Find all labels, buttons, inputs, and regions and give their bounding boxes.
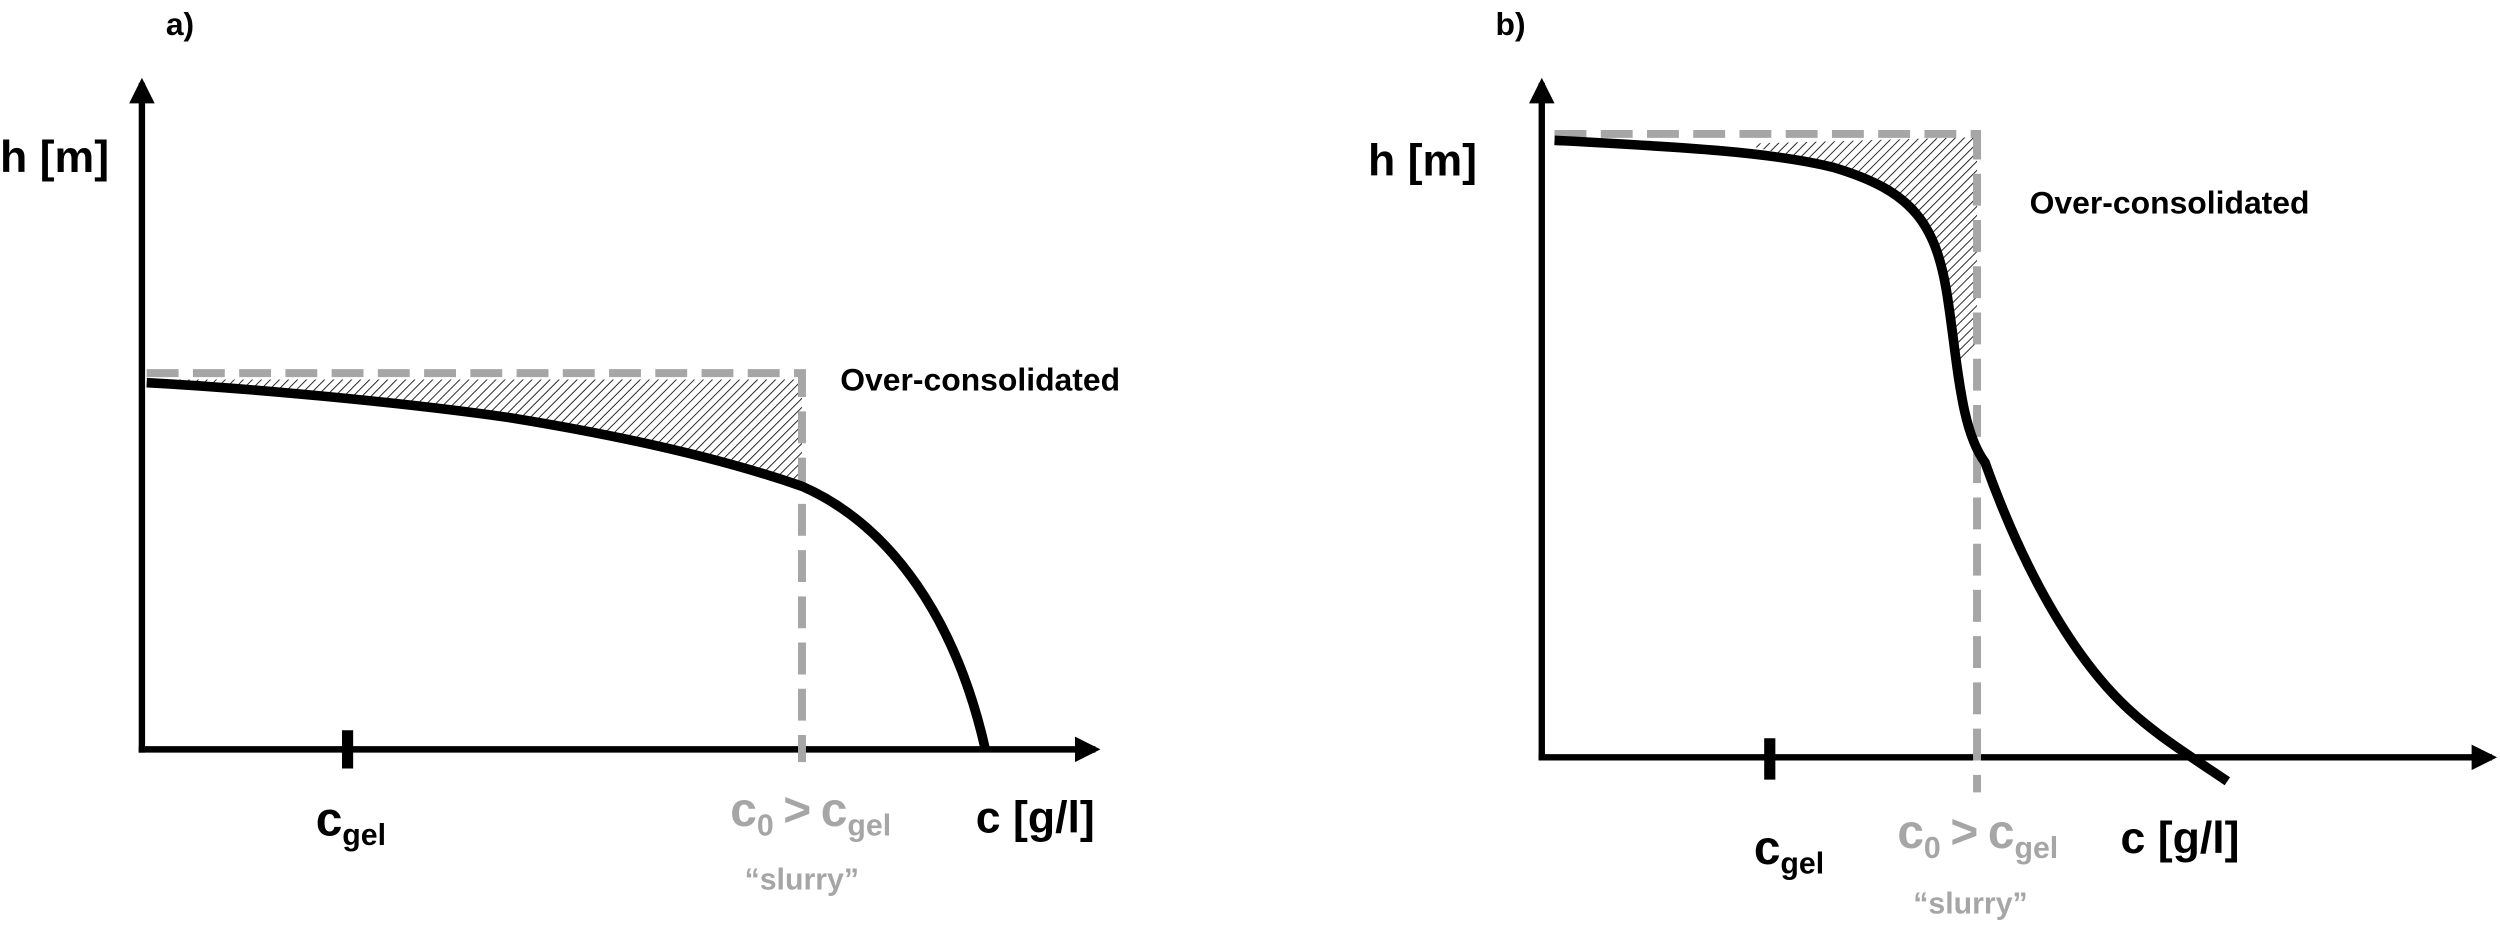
- x-axis-label: c [g/l]: [2121, 814, 2240, 863]
- initial-state: [146, 369, 806, 763]
- hatched-region: [146, 379, 802, 487]
- initial-state: [1554, 129, 1982, 793]
- gel-label: cgel: [1754, 822, 1824, 881]
- x-axis-label: c [g/l]: [976, 793, 1095, 842]
- panel-label: a): [166, 6, 194, 42]
- gel-label: cgel: [316, 793, 386, 852]
- initial-label: c0 > cgel: [1897, 806, 2058, 865]
- slurry-note: “slurry”: [1913, 888, 2027, 921]
- y-axis-label: h [m]: [1368, 136, 1477, 185]
- slurry-note: “slurry”: [745, 864, 859, 897]
- y-axis-label: h [m]: [0, 133, 109, 182]
- profile-curve: [146, 377, 990, 751]
- initial-label: c0 > cgel: [730, 784, 891, 843]
- region-label: Over-consolidated: [2030, 185, 2310, 221]
- panel-b: b) h [m] c [g/l] Over-consolidated cgel …: [1368, 6, 2498, 921]
- region-label: Over-consolidated: [840, 362, 1120, 398]
- profile-curve: [1554, 135, 2231, 786]
- panel-label: b): [1496, 6, 1526, 42]
- panel-a: a) h [m] c [g/l] Over-consolidated cgel …: [0, 6, 1120, 897]
- hatched-region: [1753, 137, 1978, 364]
